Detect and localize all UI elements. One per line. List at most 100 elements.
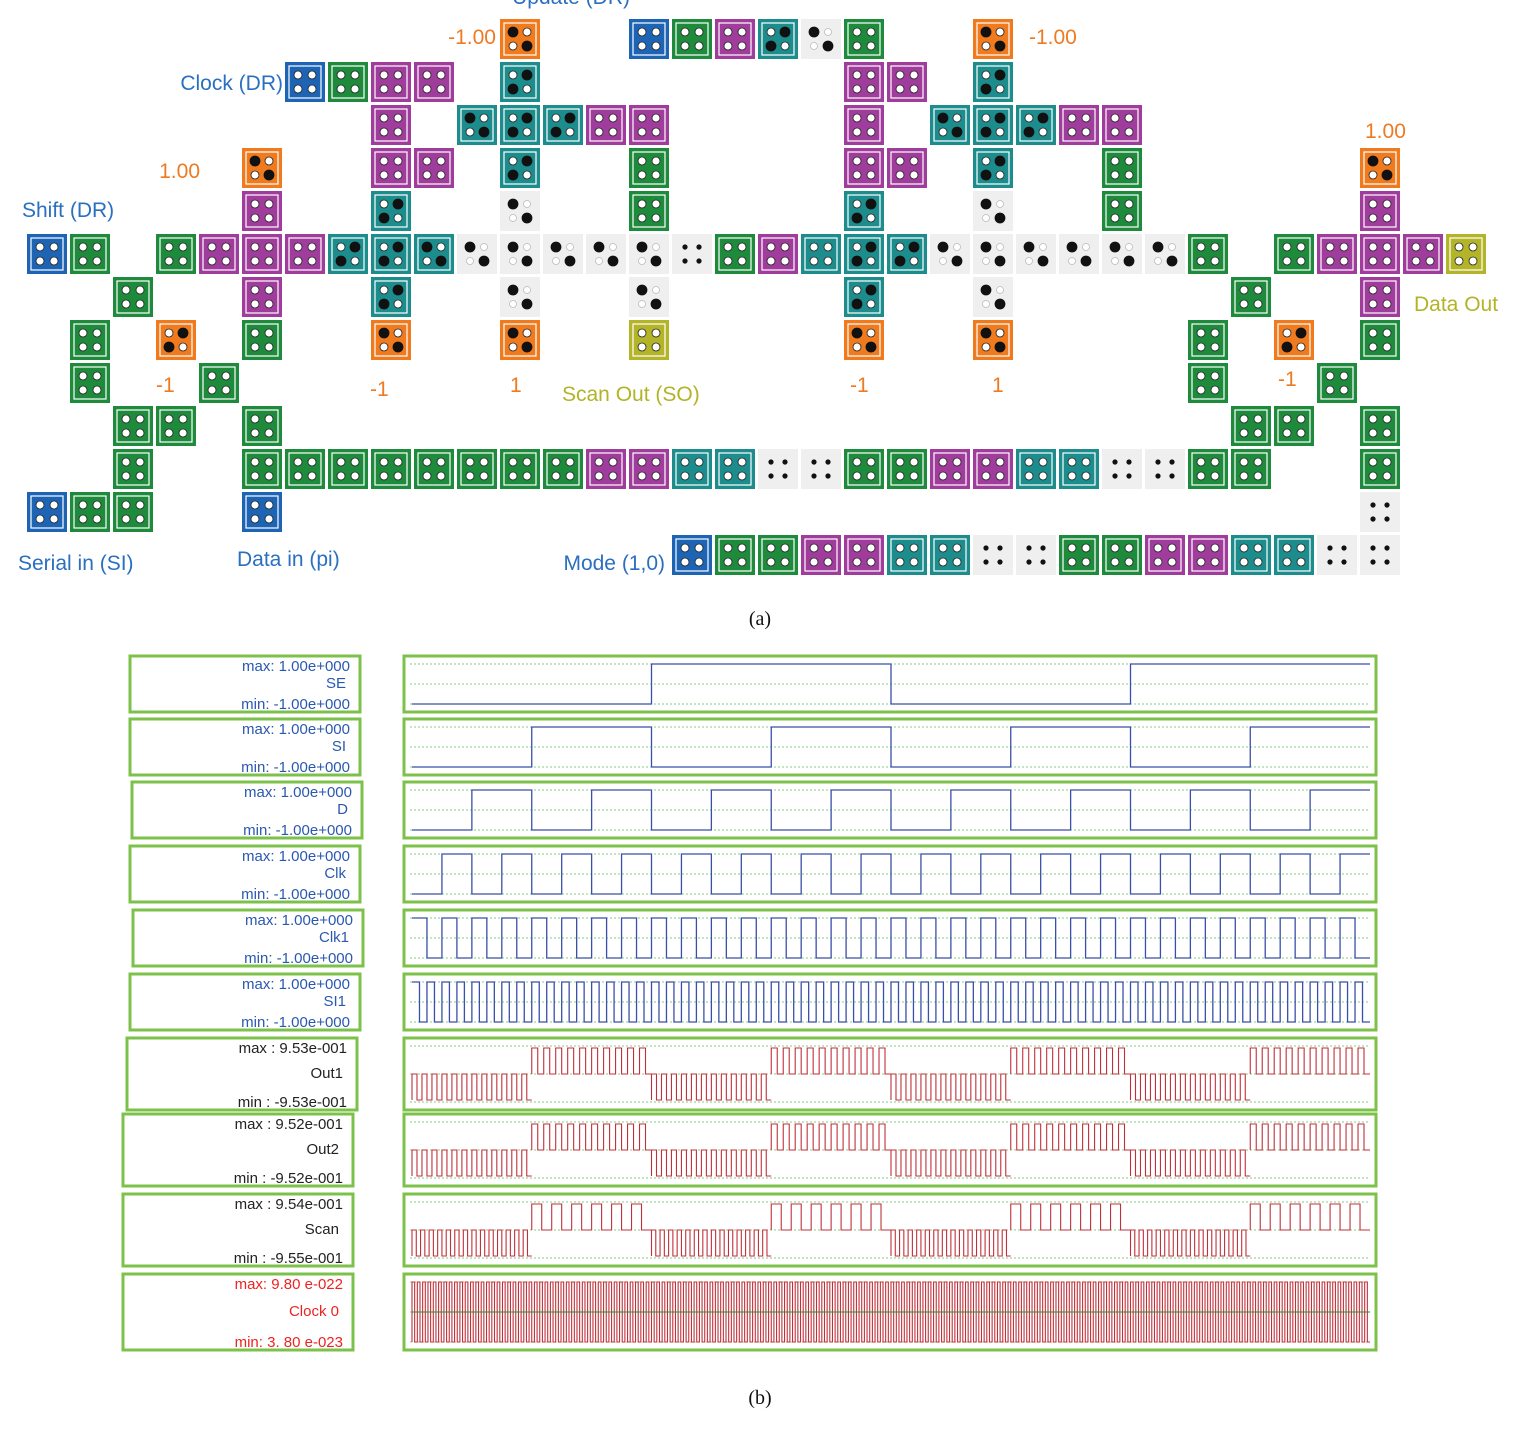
signal-name: SI1 bbox=[323, 993, 346, 1010]
label-clock-dr: Clock (DR) bbox=[180, 72, 283, 95]
qca-cell bbox=[242, 406, 282, 446]
signal-max: max : 9.53e-001 bbox=[239, 1040, 347, 1057]
qca-cell bbox=[1188, 320, 1228, 360]
qca-cell bbox=[371, 277, 411, 317]
signal-label-box: max: 9.80 e-022 Clock 0 min: 3. 80 e-023 bbox=[121, 1272, 355, 1352]
qca-cell bbox=[844, 148, 884, 188]
qca-cell bbox=[457, 234, 497, 274]
qca-cell bbox=[1360, 535, 1400, 575]
qca-cell bbox=[1274, 535, 1314, 575]
qca-cell bbox=[1102, 234, 1142, 274]
qca-cell bbox=[371, 148, 411, 188]
qca-cell bbox=[629, 148, 669, 188]
qca-cell bbox=[1188, 363, 1228, 403]
signal-label-box: max : 9.54e-001 Scan min : -9.55e-001 bbox=[121, 1192, 355, 1268]
waveform-box bbox=[402, 1192, 1378, 1268]
qca-cell bbox=[414, 234, 454, 274]
qca-cell bbox=[1360, 277, 1400, 317]
qca-cell bbox=[500, 62, 540, 102]
qca-cell bbox=[371, 320, 411, 360]
qca-cell bbox=[1102, 449, 1142, 489]
fixed-input-neg1-d: -1 bbox=[1278, 368, 1297, 391]
qca-cell bbox=[629, 320, 669, 360]
signal-max: max : 9.54e-001 bbox=[235, 1196, 343, 1213]
qca-cell bbox=[242, 191, 282, 231]
qca-cell bbox=[285, 234, 325, 274]
qca-cell bbox=[801, 19, 841, 59]
qca-cell bbox=[328, 449, 368, 489]
fixed-input-pos-right: 1.00 bbox=[1365, 120, 1406, 143]
qca-cell bbox=[844, 62, 884, 102]
signal-min: min: -1.00e+000 bbox=[241, 886, 350, 903]
fixed-input-neg-top-left: -1.00 bbox=[448, 26, 496, 49]
qca-cell bbox=[973, 148, 1013, 188]
qca-cell bbox=[973, 191, 1013, 231]
qca-cell bbox=[1102, 191, 1142, 231]
qca-cell bbox=[1360, 449, 1400, 489]
qca-cell bbox=[973, 320, 1013, 360]
qca-cell bbox=[973, 449, 1013, 489]
qca-cell bbox=[242, 234, 282, 274]
qca-cell bbox=[70, 234, 110, 274]
qca-cell bbox=[1360, 234, 1400, 274]
qca-cell bbox=[500, 234, 540, 274]
qca-cell bbox=[1274, 320, 1314, 360]
qca-cell bbox=[1145, 234, 1185, 274]
qca-cell bbox=[715, 535, 755, 575]
signal-min: min : -9.52e-001 bbox=[234, 1170, 343, 1187]
qca-cell bbox=[887, 449, 927, 489]
signal-name: SI bbox=[332, 738, 346, 755]
qca-cell bbox=[199, 363, 239, 403]
qca-cell bbox=[1317, 234, 1357, 274]
fixed-input-neg1-b: -1 bbox=[370, 378, 389, 401]
waveform-box bbox=[402, 972, 1378, 1032]
qca-cell bbox=[500, 105, 540, 145]
qca-cell bbox=[930, 234, 970, 274]
waveform-box bbox=[402, 780, 1378, 840]
fixed-input-neg-top-right: -1.00 bbox=[1029, 26, 1077, 49]
signal-max: max: 1.00e+000 bbox=[244, 784, 352, 801]
qca-cell bbox=[543, 105, 583, 145]
waveform-box bbox=[402, 1112, 1378, 1188]
signal-min: min: -1.00e+000 bbox=[243, 822, 352, 839]
qca-cell bbox=[973, 234, 1013, 274]
qca-cell bbox=[199, 234, 239, 274]
qca-cell bbox=[27, 234, 67, 274]
qca-cell bbox=[500, 449, 540, 489]
qca-cell bbox=[27, 492, 67, 532]
qca-cell bbox=[973, 19, 1013, 59]
qca-cell bbox=[242, 148, 282, 188]
label-shift-dr: Shift (DR) bbox=[22, 199, 114, 222]
qca-cell bbox=[371, 234, 411, 274]
qca-cell bbox=[801, 449, 841, 489]
caption-a: (a) bbox=[748, 608, 772, 630]
signal-min: min: -1.00e+000 bbox=[241, 759, 350, 776]
qca-cell bbox=[70, 492, 110, 532]
qca-cell bbox=[973, 277, 1013, 317]
qca-cell bbox=[930, 535, 970, 575]
qca-cell bbox=[242, 449, 282, 489]
signal-row: max : 9.52e-001 Out2 min : -9.52e-001 bbox=[121, 1112, 1378, 1188]
qca-cell bbox=[1360, 492, 1400, 532]
signal-min: min: -1.00e+000 bbox=[244, 950, 353, 967]
qca-cell bbox=[500, 277, 540, 317]
signal-min: min: -1.00e+000 bbox=[241, 696, 350, 713]
qca-cell bbox=[328, 62, 368, 102]
qca-cell bbox=[1231, 277, 1271, 317]
qca-cell bbox=[371, 105, 411, 145]
waveform-box bbox=[402, 717, 1378, 777]
qca-cell bbox=[1188, 234, 1228, 274]
qca-cell bbox=[242, 320, 282, 360]
qca-cell bbox=[414, 449, 454, 489]
qca-cell bbox=[629, 449, 669, 489]
fixed-input-pos-left: 1.00 bbox=[159, 160, 200, 183]
qca-cell bbox=[930, 105, 970, 145]
waveform-box bbox=[402, 1272, 1378, 1352]
qca-cell bbox=[1188, 449, 1228, 489]
qca-cell bbox=[113, 406, 153, 446]
